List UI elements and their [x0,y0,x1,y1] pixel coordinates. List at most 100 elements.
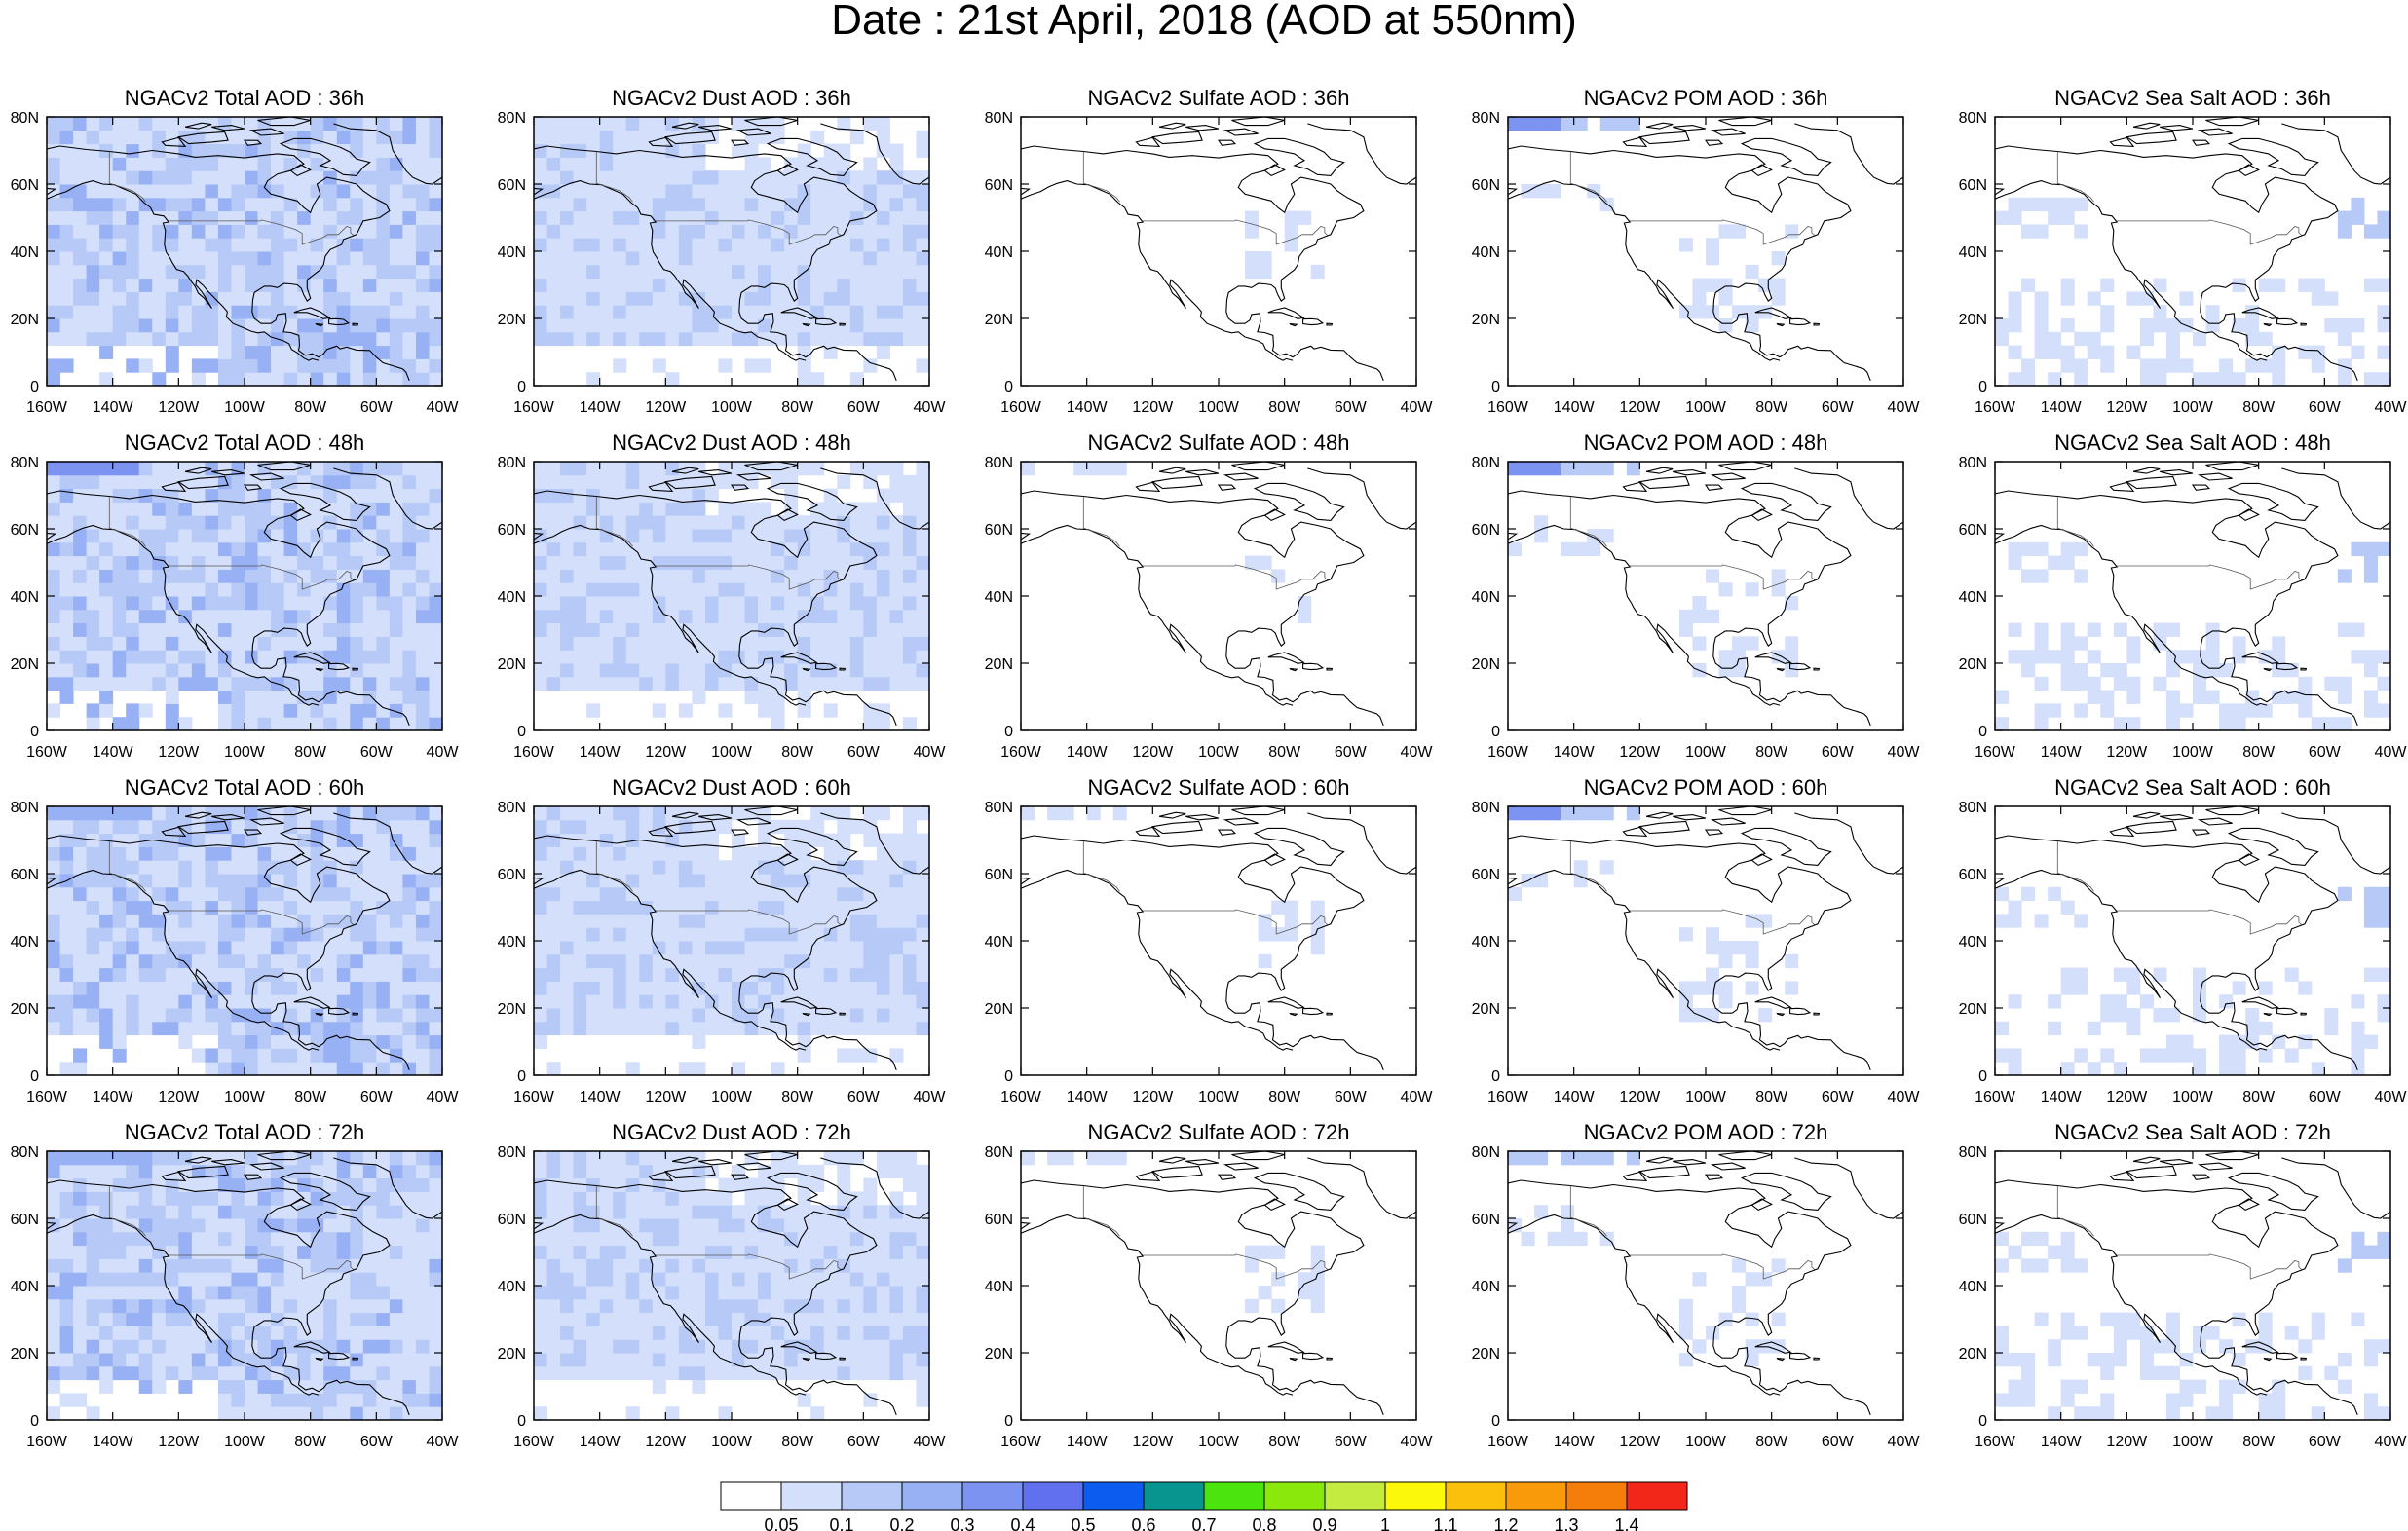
lon-tick-label: 40W [2375,399,2408,416]
map-background [1021,806,1416,1075]
lat-tick-label: 20N [985,312,1013,328]
map-panel: NGACv2 Sulfate AOD : 36h 160W 140W 120W 100W… [985,86,1434,416]
borders [1569,840,1815,935]
map-panel: NGACv2 Dust AOD : 72h 160W 140W 120W 100W 80W… [498,1120,947,1450]
map-panel: NGACv2 Total AOD : 48h 160W 140W 120W 100W 80… [11,430,460,761]
lon-tick-label: 40W [1401,1434,1434,1450]
colorbar-box [1324,1481,1386,1511]
lat-tick-label: 80N [985,800,1013,816]
lon-tick-label: 80W [2242,399,2276,416]
borders [1082,151,1328,245]
coastlines [1995,806,2390,1071]
lon-tick-label: 100W [224,1434,266,1450]
map-panel: NGACv2 POM AOD : 36h 160W 140W 120W 100W 80W 6… [1472,86,1921,416]
lon-tick-label: 60W [2309,744,2342,761]
lat-tick-label: 20N [498,1346,526,1363]
lat-tick-label: 20N [1959,656,1987,673]
aod-field [1995,541,2390,730]
lon-tick-label: 140W [2041,399,2083,416]
lon-tick-label: 120W [645,1089,687,1105]
lat-tick-label: 0 [1491,1413,1500,1430]
panel-title: NGACv2 Sea Salt AOD : 36h [2054,86,2331,110]
aod-field [1995,1231,2390,1420]
lon-tick-label: 160W [1487,1089,1529,1105]
colorbar-label: 1.4 [1614,1515,1638,1531]
borders [595,496,841,590]
lon-tick-label: 80W [2242,1089,2276,1105]
map-panel: NGACv2 Dust AOD : 60h 160W 140W 120W 100W 80W… [498,775,947,1105]
colorbar-box [720,1481,782,1511]
lon-tick-label: 40W [427,1434,460,1450]
lat-tick-label: 0 [1978,379,1987,395]
lon-tick-label: 80W [1755,1434,1788,1450]
lon-tick-label: 100W [2172,1434,2214,1450]
coastlines [1995,117,2390,382]
lon-tick-label: 140W [2041,1089,2083,1105]
aod-field [1508,806,1799,1023]
lat-tick-label: 60N [11,1212,39,1228]
lon-tick-label: 120W [645,744,687,761]
borders [108,1185,354,1280]
lat-tick-label: 60N [1472,177,1500,194]
lat-tick-label: 0 [1491,379,1500,395]
lat-tick-label: 60N [1472,1212,1500,1228]
lon-tick-label: 160W [1000,744,1042,761]
lon-tick-label: 140W [1554,399,1596,416]
lon-tick-label: 120W [1619,1089,1661,1105]
lat-tick-label: 80N [1472,1144,1500,1161]
lon-tick-label: 80W [1268,744,1301,761]
lon-tick-label: 80W [1755,1089,1788,1105]
colorbar-label: 0.1 [829,1515,853,1531]
lon-tick-label: 160W [1000,399,1042,416]
map-panel: NGACv2 Sea Salt AOD : 48h 160W 140W 120W 100… [1959,430,2408,761]
lon-tick-label: 60W [1335,1434,1368,1450]
lon-tick-label: 40W [2375,1434,2408,1450]
coastlines [1995,1151,2390,1416]
lon-tick-label: 40W [914,744,947,761]
lat-tick-label: 60N [985,867,1013,883]
lon-tick-label: 120W [2106,399,2148,416]
lat-tick-label: 0 [517,379,526,395]
aod-field [47,117,442,386]
lat-tick-label: 60N [1472,867,1500,883]
lon-tick-label: 100W [224,1089,266,1105]
panel-title: NGACv2 POM AOD : 60h [1584,775,1828,800]
borders [108,840,354,935]
lon-tick-label: 60W [1822,744,1855,761]
aod-field [1995,197,2390,386]
panel-title: NGACv2 Sulfate AOD : 60h [1087,775,1349,800]
colorbar-box [841,1481,903,1511]
coastlines [534,117,929,382]
lat-tick-label: 20N [11,1001,39,1018]
lon-tick-label: 120W [645,399,687,416]
lon-tick-label: 160W [1975,399,2016,416]
colorbar-box [1082,1481,1145,1511]
coastlines [47,117,442,382]
lat-tick-label: 80N [985,110,1013,127]
lon-tick-label: 80W [294,744,327,761]
lon-tick-label: 40W [1888,1089,1921,1105]
lat-tick-label: 40N [498,589,526,606]
lat-tick-label: 80N [498,800,526,816]
lat-tick-label: 0 [30,1413,39,1430]
coastlines [534,1151,929,1416]
coastlines [1508,1151,1903,1416]
coastlines [1021,1151,1416,1416]
lat-tick-label: 40N [11,244,39,261]
lat-tick-label: 20N [985,656,1013,673]
lat-tick-label: 80N [985,455,1013,471]
lon-tick-label: 160W [513,399,555,416]
colorbar-label: 0.6 [1131,1515,1155,1531]
colorbar-label: 1 [1380,1515,1390,1531]
coastlines [1508,462,1903,727]
map-panel: NGACv2 Sulfate AOD : 48h 160W 140W 120W 100W… [985,430,1434,761]
lat-tick-label: 40N [1472,244,1500,261]
borders [1569,496,1815,590]
lon-tick-label: 40W [427,744,460,761]
map-panel: NGACv2 POM AOD : 48h 160W 140W 120W 100W 80W 6… [1472,430,1921,761]
lon-tick-label: 120W [1132,744,1174,761]
lon-tick-label: 160W [26,744,68,761]
coastlines [1021,462,1416,727]
lon-tick-label: 140W [93,744,134,761]
lat-tick-label: 80N [498,455,526,471]
